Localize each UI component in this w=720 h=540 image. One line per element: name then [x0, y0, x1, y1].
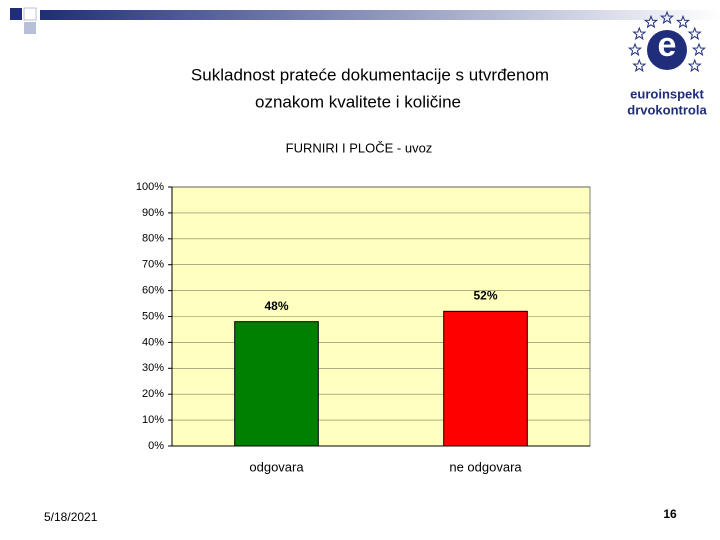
logo-star [687, 26, 702, 41]
logo-star [627, 42, 643, 57]
y-tick-label: 30% [142, 362, 164, 374]
logo-star [643, 14, 659, 29]
slide-title: Sukladnost prateće dokumentacije s utvrđ… [191, 65, 549, 84]
logo-letter: e [658, 26, 677, 64]
slide-title: oznakom kvalitete i količine [255, 92, 461, 111]
y-tick-label: 10% [142, 414, 164, 426]
y-tick-label: 90% [142, 207, 164, 219]
decor-square [23, 7, 37, 21]
y-tick-label: 0% [148, 440, 164, 452]
y-tick-label: 70% [142, 259, 164, 271]
bar [443, 310, 528, 447]
y-tick-label: 60% [142, 285, 164, 297]
x-tick-label: odgovara [249, 459, 304, 474]
y-tick-label: 50% [142, 310, 164, 322]
y-tick-label: 40% [142, 336, 164, 348]
value-label: 52% [473, 288, 497, 302]
logo-star [691, 42, 707, 57]
logo-star [659, 10, 675, 25]
logo-star [687, 58, 702, 73]
y-tick-label: 20% [142, 388, 164, 400]
logo-circle [647, 30, 687, 70]
page-number: 16 [663, 507, 677, 521]
footer-date: 5/18/2021 [44, 510, 98, 524]
logo-text: euroinspekt [630, 86, 704, 101]
y-tick-label: 80% [142, 233, 164, 245]
decor-square [10, 8, 22, 20]
decor-square [24, 22, 36, 34]
x-tick-label: ne odgovara [449, 459, 522, 474]
logo: e euroinspekt drvokontrola [627, 10, 707, 117]
value-label: 48% [264, 299, 288, 313]
y-tick-label: 100% [136, 181, 164, 193]
bar [234, 321, 319, 447]
chart-title: FURNIRI I PLOČE - uvoz [286, 140, 433, 155]
top-bar [40, 10, 720, 20]
logo-star [632, 58, 647, 73]
logo-star [632, 26, 647, 41]
logo-text: drvokontrola [627, 102, 707, 117]
logo-star [675, 14, 691, 29]
